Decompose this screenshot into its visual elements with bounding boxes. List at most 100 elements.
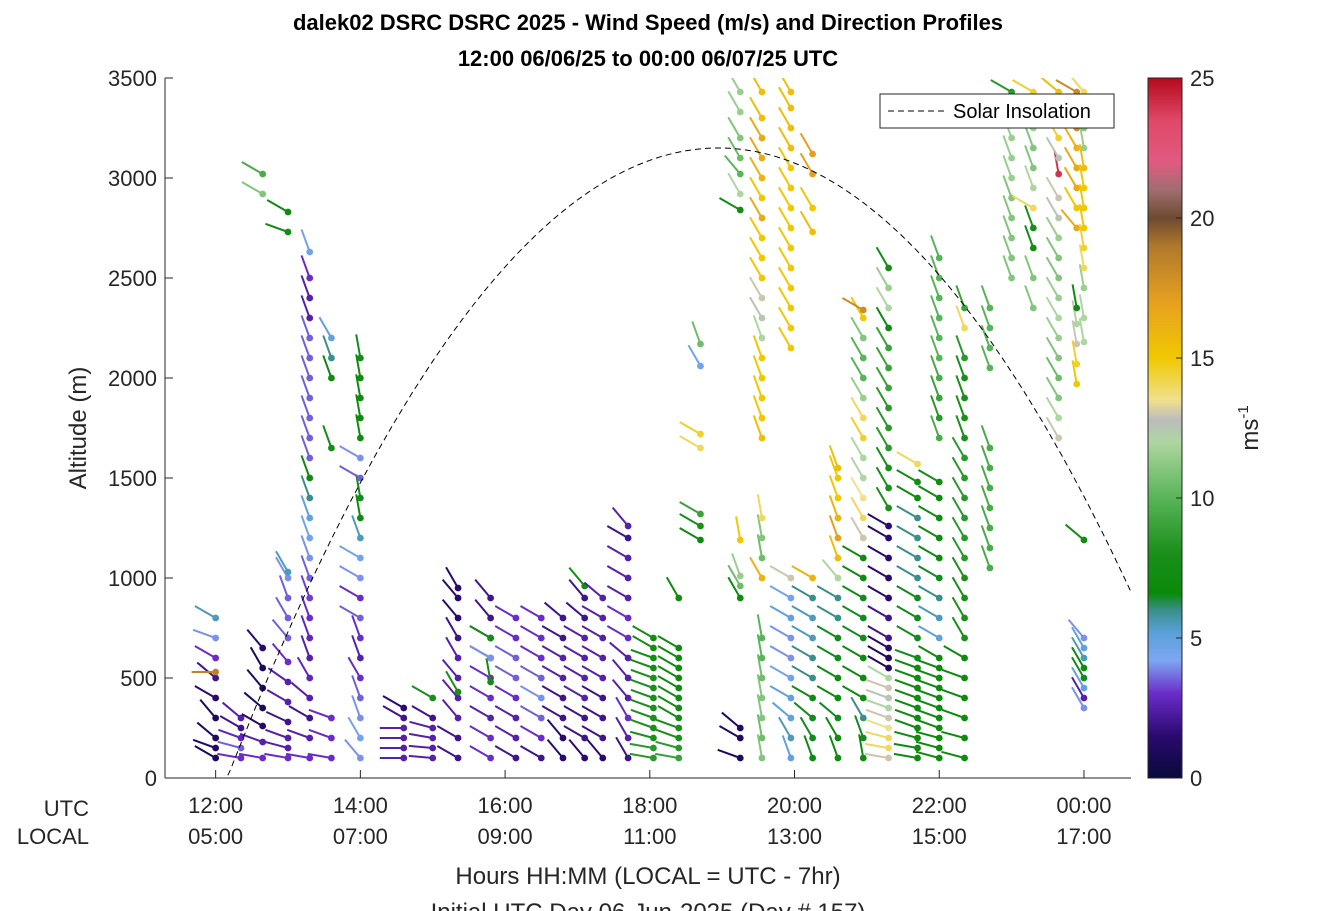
wind-point — [284, 208, 292, 216]
y-tick-label: 1000 — [108, 566, 157, 591]
wind-barb — [951, 576, 966, 599]
x-tick-label-local: 13:00 — [767, 824, 822, 849]
wind-point — [400, 744, 408, 752]
wind-barb — [632, 625, 654, 639]
y-tick-label: 3500 — [108, 66, 157, 91]
wind-barb — [894, 718, 918, 729]
wind-point — [961, 374, 968, 382]
wind-point — [559, 634, 567, 642]
wind-barb — [1071, 300, 1078, 325]
wind-barb — [606, 525, 629, 539]
wind-barb — [980, 285, 991, 309]
wind-point — [787, 164, 795, 172]
wind-barb — [749, 256, 763, 279]
wind-point — [212, 668, 220, 676]
wind-point — [559, 694, 567, 702]
wind-barb — [563, 685, 586, 699]
wind-point — [1080, 684, 1088, 692]
wind-barb — [1002, 215, 1013, 239]
wind-point — [758, 234, 766, 242]
wind-barb — [441, 698, 459, 719]
wind-point — [675, 714, 683, 722]
wind-point — [834, 754, 842, 762]
wind-barb — [1071, 656, 1085, 679]
wind-point — [1055, 414, 1063, 422]
wind-point — [859, 354, 867, 362]
x-tick-label-utc: 16:00 — [478, 793, 533, 818]
wind-barb — [915, 740, 940, 749]
wind-point — [787, 144, 795, 152]
wind-barb — [1063, 126, 1078, 149]
wind-barb — [1071, 320, 1078, 345]
wind-barb — [756, 694, 763, 719]
wind-point — [1080, 654, 1088, 662]
wind-point — [400, 734, 408, 742]
wind-point — [859, 654, 867, 662]
x-tick-label-utc: 18:00 — [622, 793, 677, 818]
wind-barb — [749, 156, 763, 179]
wind-barb — [519, 665, 542, 679]
wind-barb — [951, 516, 966, 539]
wind-barb — [828, 455, 839, 479]
wind-barb — [611, 658, 629, 679]
wind-barb — [339, 445, 361, 459]
wind-point — [512, 654, 520, 662]
wind-barb — [1078, 144, 1085, 169]
wind-point — [697, 510, 704, 518]
wind-point — [429, 694, 437, 702]
wind-point — [306, 434, 314, 442]
wind-point — [935, 634, 943, 642]
wind-point — [834, 494, 842, 502]
wind-point — [961, 554, 968, 562]
wind-point — [1080, 338, 1088, 346]
wind-barb — [606, 585, 629, 599]
wind-point — [914, 514, 921, 522]
wind-point — [1055, 134, 1063, 142]
wind-barb — [752, 78, 763, 93]
wind-barb — [339, 585, 361, 599]
wind-point — [1080, 204, 1088, 212]
wind-point — [328, 734, 335, 742]
wind-barb — [494, 665, 517, 679]
wind-barb — [300, 575, 311, 599]
wind-point — [259, 754, 267, 762]
wind-barb — [896, 525, 919, 539]
wind-barb — [778, 206, 792, 229]
wind-barb — [875, 306, 890, 329]
x-tick-label-local: 15:00 — [912, 824, 967, 849]
wind-barb — [749, 296, 763, 319]
wind-point — [961, 394, 968, 402]
wind-barb — [246, 628, 264, 649]
wind-barb — [581, 605, 604, 619]
wind-point — [1073, 144, 1081, 152]
wind-point — [306, 474, 314, 482]
wind-point — [356, 574, 364, 582]
wind-point — [885, 684, 892, 692]
wind-barb — [917, 505, 940, 519]
wind-barb — [411, 705, 434, 719]
wind-barb — [630, 708, 654, 719]
wind-barb — [1053, 150, 1060, 175]
wind-point — [306, 594, 314, 602]
wind-point — [356, 494, 364, 502]
wind-point — [1055, 234, 1063, 242]
wind-point — [306, 414, 314, 422]
wind-barb — [655, 718, 680, 729]
wind-point — [736, 582, 744, 590]
wind-point — [885, 464, 892, 472]
wind-point — [537, 634, 545, 642]
wind-point — [454, 714, 462, 722]
wind-point — [986, 364, 994, 372]
wind-barb — [980, 505, 991, 529]
wind-point — [400, 724, 408, 732]
wind-barb — [841, 605, 864, 619]
wind-barb — [1071, 646, 1085, 669]
wind-point — [885, 594, 892, 602]
wind-point — [675, 674, 683, 682]
wind-barb — [300, 615, 311, 639]
wind-point — [537, 674, 545, 682]
wind-point — [675, 684, 683, 692]
wind-barb — [980, 445, 991, 469]
wind-barb — [941, 688, 965, 699]
wind-point — [356, 594, 364, 602]
